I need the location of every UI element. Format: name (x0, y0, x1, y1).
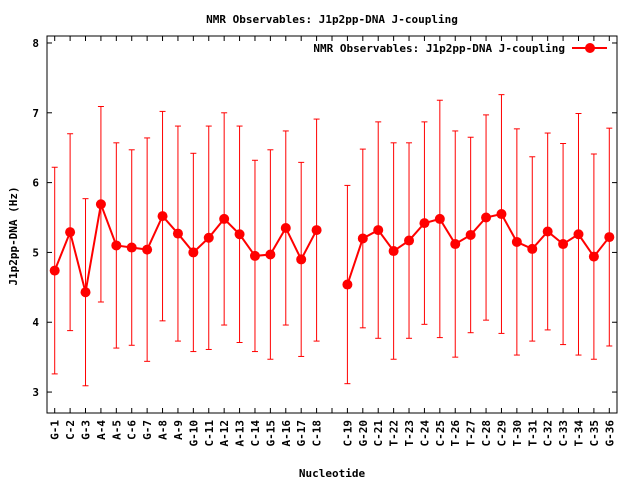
x-tick-label: A-9 (172, 420, 185, 440)
x-tick-label: C-29 (495, 420, 508, 447)
data-point (465, 229, 476, 240)
legend-marker (585, 43, 595, 53)
data-point (95, 199, 106, 210)
x-tick-label: C-6 (126, 420, 139, 440)
x-tick-label: A-8 (157, 420, 170, 440)
x-tick-label: C-32 (542, 420, 555, 447)
legend-label: NMR Observables: J1p2pp-DNA J-coupling (313, 42, 565, 55)
chart-title: NMR Observables: J1p2pp-DNA J-coupling (206, 13, 458, 26)
x-tick-label: G-3 (80, 420, 93, 440)
data-point (172, 228, 183, 239)
legend: NMR Observables: J1p2pp-DNA J-coupling (313, 42, 607, 55)
x-tick-label: G-36 (603, 420, 616, 447)
x-tick-label: A-4 (95, 420, 108, 440)
data-point (234, 229, 245, 240)
data-point (588, 251, 599, 262)
y-tick-label: 4 (32, 316, 39, 329)
data-point (65, 227, 76, 238)
x-tick-label: T-26 (449, 420, 462, 447)
data-point (157, 211, 168, 222)
data-point (219, 213, 230, 224)
x-axis: G-1 C-2 G-3 A-4 A-5 C-6 G-7 A-8 A-9 G-10 C-11 A-12 A… (49, 36, 616, 447)
x-tick-label: T-27 (465, 420, 478, 447)
x-tick-label: C-25 (434, 420, 447, 447)
series-line (346, 212, 611, 285)
x-tick-label: C-11 (203, 420, 216, 447)
x-tick-label: T-34 (572, 420, 585, 447)
data-point (265, 249, 276, 260)
x-tick-label: C-21 (372, 420, 385, 447)
y-tick-label: 6 (32, 177, 39, 190)
data-point (296, 254, 307, 265)
data-point (126, 242, 137, 253)
x-tick-label: A-12 (218, 420, 231, 447)
x-tick-label: C-28 (480, 420, 493, 447)
data-points (49, 199, 615, 298)
plot-frame (46, 35, 618, 414)
data-point (573, 229, 584, 240)
data-point (527, 243, 538, 254)
x-tick-label: C-14 (249, 420, 262, 447)
data-point (342, 279, 353, 290)
data-point (434, 213, 445, 224)
plot-border (46, 35, 618, 414)
y-tick-label: 3 (32, 386, 39, 399)
data-point (49, 265, 60, 276)
data-point (511, 236, 522, 247)
x-tick-label: T-23 (403, 420, 416, 447)
x-tick-label: T-30 (511, 420, 524, 447)
data-point (481, 212, 492, 223)
data-point (496, 209, 507, 220)
x-tick-label: T-31 (526, 420, 539, 447)
data-point (419, 218, 430, 229)
x-tick-label: C-19 (341, 420, 354, 447)
x-tick-label: C-18 (311, 420, 324, 447)
x-tick-label: G-7 (141, 420, 154, 440)
data-point (311, 225, 322, 236)
x-tick-label: G-20 (357, 420, 370, 447)
x-tick-label: G-17 (295, 420, 308, 447)
data-point (357, 233, 368, 244)
y-axis-label: J1p2pp-DNA (Hz) (7, 186, 20, 285)
x-tick-label: G-10 (187, 420, 200, 447)
data-point (80, 287, 91, 298)
series-line-group (53, 200, 611, 293)
data-point (450, 239, 461, 250)
y-axis: 3 4 5 6 7 8 (32, 37, 617, 399)
x-tick-label: G-1 (49, 420, 62, 440)
x-tick-label: C-24 (418, 420, 431, 447)
error-bars (51, 94, 613, 387)
data-point (142, 244, 153, 255)
series-line (53, 200, 318, 293)
x-tick-label: T-22 (388, 420, 401, 447)
x-tick-label: A-16 (280, 420, 293, 447)
x-tick-label: C-2 (64, 420, 77, 440)
y-tick-label: 5 (32, 246, 39, 259)
data-point (203, 232, 214, 243)
x-axis-label: Nucleotide (299, 467, 366, 480)
data-point (373, 225, 384, 236)
data-point (388, 246, 399, 257)
y-tick-label: 7 (32, 107, 39, 120)
x-tick-label: A-13 (234, 420, 247, 447)
x-tick-label: G-15 (264, 420, 277, 447)
data-point (188, 247, 199, 258)
data-point (604, 232, 615, 243)
x-tick-label: A-5 (110, 420, 123, 440)
data-point (249, 250, 260, 261)
x-tick-label: C-35 (588, 420, 601, 447)
data-point (111, 240, 122, 251)
y-tick-label: 8 (32, 37, 39, 50)
data-point (542, 226, 553, 237)
data-point (280, 222, 291, 233)
data-point (558, 239, 569, 250)
data-point (404, 235, 415, 246)
x-tick-label: C-33 (557, 420, 570, 447)
